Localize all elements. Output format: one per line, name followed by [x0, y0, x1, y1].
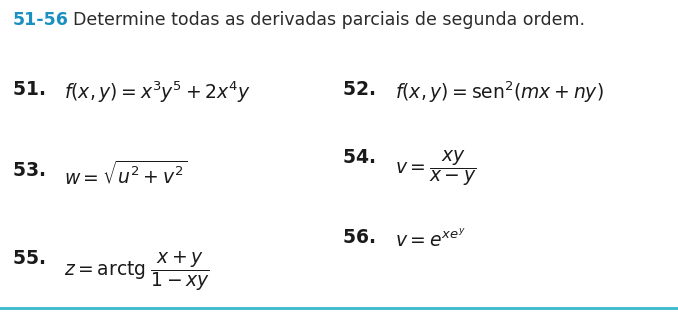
Text: $\mathbf{54.}$: $\mathbf{54.}$ [342, 148, 376, 167]
Text: $v = e^{xe^{y}}$: $v = e^{xe^{y}}$ [395, 228, 466, 251]
Text: $\mathbf{53.}$: $\mathbf{53.}$ [12, 161, 45, 180]
Text: $f(x, y) = \mathrm{sen}^2(mx + ny)$: $f(x, y) = \mathrm{sen}^2(mx + ny)$ [395, 80, 604, 105]
Text: $\mathbf{55.}$: $\mathbf{55.}$ [12, 249, 45, 268]
Text: $z = \mathrm{arctg}\;\dfrac{x + y}{1 - xy}$: $z = \mathrm{arctg}\;\dfrac{x + y}{1 - x… [64, 249, 211, 293]
Text: $\mathbf{51.}$: $\mathbf{51.}$ [12, 80, 45, 99]
Text: 51-56: 51-56 [12, 11, 68, 29]
Text: $w = \sqrt{u^2 + v^2}$: $w = \sqrt{u^2 + v^2}$ [64, 161, 188, 189]
Text: $f(x, y) = x^3y^5 + 2x^4y$: $f(x, y) = x^3y^5 + 2x^4y$ [64, 80, 252, 105]
Text: $v = \dfrac{xy}{x - y}$: $v = \dfrac{xy}{x - y}$ [395, 148, 477, 188]
Text: $\mathbf{56.}$: $\mathbf{56.}$ [342, 228, 376, 247]
Text: Determine todas as derivadas parciais de segunda ordem.: Determine todas as derivadas parciais de… [62, 11, 585, 29]
Text: $\mathbf{52.}$: $\mathbf{52.}$ [342, 80, 376, 99]
